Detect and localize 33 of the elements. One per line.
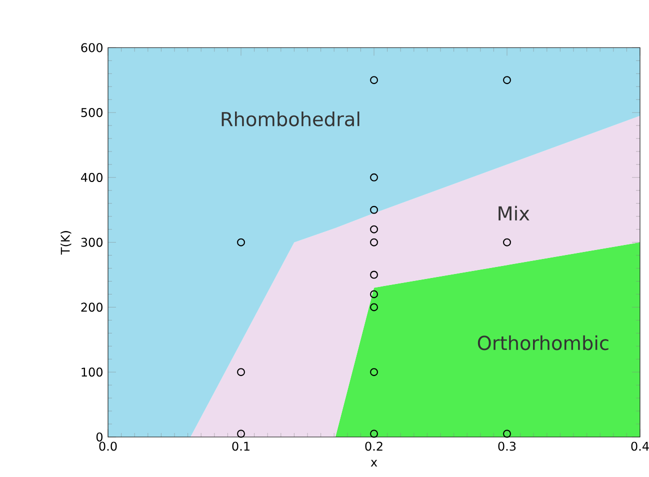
y-tick-label: 400 [80,172,102,182]
x-tick-label: 0.0 [99,442,117,451]
x-axis-title: x [370,460,378,466]
y-tick-label: 600 [81,43,102,52]
point [370,206,378,214]
x-tick-label: 0.4 [631,442,649,451]
point [237,368,246,376]
point [370,303,378,312]
annotation: Rhombohedral [222,111,360,126]
y-tick-label: 0 [96,432,102,442]
y-tick-label: 300 [81,238,102,247]
x-tick-label: 0.3 [498,442,516,451]
annotation: Orthorhombic [478,335,608,350]
point [503,76,511,84]
point [370,225,378,234]
y-tick-label: 500 [81,108,102,118]
point [370,238,378,246]
point [370,368,378,376]
point [370,430,378,438]
point [370,270,378,279]
point [237,238,246,246]
point [370,290,378,298]
x-tick-label: 0.2 [365,442,382,451]
annotation: Mix [498,206,530,220]
y-tick-label: 100 [82,368,102,377]
x-tick-label: 0.1 [232,442,250,451]
point [370,76,378,84]
point [237,430,246,438]
point [503,430,511,438]
point [503,238,511,246]
point [370,173,378,182]
y-axis-title: T(K) [60,231,72,255]
y-tick-label: 200 [81,302,102,312]
